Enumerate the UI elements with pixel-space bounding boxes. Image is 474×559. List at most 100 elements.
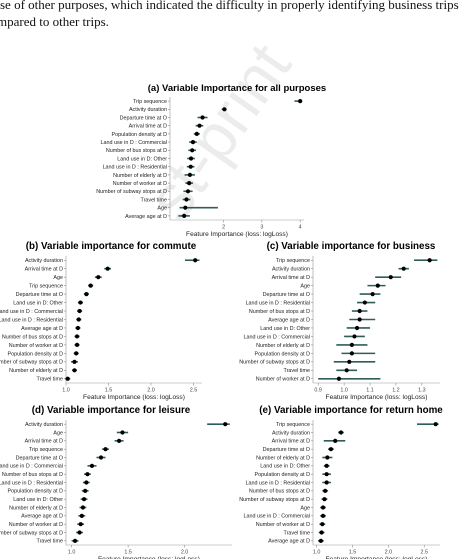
- importance-point: [320, 522, 325, 527]
- y-tick-label: Number of bus stops at D: [249, 489, 310, 495]
- y-tick-label: Number of bus stops at D: [249, 309, 310, 315]
- importance-point: [388, 275, 393, 280]
- importance-point: [190, 140, 196, 145]
- importance-point: [80, 505, 86, 510]
- y-tick-label: Number of elderly at D: [9, 368, 63, 374]
- y-tick-label: Activity duration: [272, 430, 310, 436]
- importance-point: [323, 488, 328, 493]
- panel-2: (b) Variable importance for commute 1.0 1.…: [0, 241, 202, 401]
- y-tick-label: Land use in D : Residential: [103, 165, 167, 171]
- x-tick-label: 2.0: [147, 388, 155, 394]
- x-tick-label: 2.5: [190, 388, 198, 394]
- importance-point: [336, 376, 342, 381]
- importance-point: [96, 275, 101, 280]
- x-axis-label: Feature Importance (loss: logLoss): [83, 394, 185, 401]
- importance-point: [103, 447, 108, 452]
- importance-point: [188, 164, 193, 169]
- y-tick-label: Arrival time at D: [129, 124, 167, 130]
- y-tick-label: Trip sequence: [276, 258, 310, 264]
- importance-point: [401, 266, 406, 271]
- importance-point: [85, 472, 90, 477]
- importance-point: [349, 351, 354, 356]
- importance-point: [190, 148, 195, 153]
- y-tick-label: Trip sequence: [133, 99, 167, 105]
- y-tick-label: Number of subway stops at D: [239, 497, 310, 503]
- y-tick-label: Departure time at O: [263, 292, 310, 298]
- y-tick-label: Number of subway stops at D: [0, 530, 63, 536]
- y-tick-label: Average age at D: [21, 514, 63, 520]
- importance-point: [354, 325, 360, 331]
- importance-point: [324, 472, 329, 477]
- importance-point: [84, 480, 89, 485]
- importance-point: [200, 115, 205, 120]
- panel-title: (b) Variable importance for commute: [26, 241, 197, 252]
- y-tick-label: Land use in D : Commercial: [100, 140, 167, 146]
- y-tick-label: Land use in D: Other: [260, 464, 310, 470]
- importance-point: [72, 368, 77, 373]
- panel-3: (c) Variable importance for business 0.9 1…: [239, 241, 440, 401]
- y-tick-label: Age: [300, 505, 310, 511]
- x-tick-label: 2.5: [420, 550, 428, 556]
- y-tick-label: Number of elderly at D: [9, 505, 63, 511]
- importance-point: [347, 359, 352, 364]
- importance-point: [72, 359, 77, 364]
- y-tick-label: Arrival time at D: [25, 439, 63, 445]
- importance-point: [427, 258, 432, 263]
- y-tick-label: Land use in D : Residential: [0, 317, 63, 323]
- importance-point: [328, 447, 334, 452]
- y-tick-label: Departure time at O: [16, 455, 63, 461]
- y-tick-label: Land use in D : Commercial: [243, 514, 310, 520]
- y-tick-label: Number of bus stops at D: [106, 148, 167, 154]
- y-tick-label: Land use in D : Residential: [0, 480, 63, 486]
- y-tick-label: Travel time: [284, 368, 310, 374]
- y-tick-label: Departure time at O: [120, 115, 167, 121]
- y-tick-label: Land use in D : Commercial: [243, 334, 310, 340]
- importance-point: [338, 430, 344, 435]
- y-tick-label: Age: [53, 275, 63, 281]
- y-tick-label: Population density at D: [255, 472, 311, 478]
- importance-point: [357, 308, 362, 314]
- importance-point: [78, 300, 83, 305]
- panel-title: (e) Variable importance for return home: [259, 405, 443, 416]
- y-tick-label: Number of worker at D: [256, 377, 310, 383]
- panel-5: (e) Variable importance for return home 1…: [239, 405, 443, 559]
- y-tick-label: Trip sequence: [29, 447, 63, 453]
- y-tick-label: Travel time: [37, 539, 63, 545]
- importance-point: [320, 505, 326, 510]
- y-tick-label: Activity duration: [25, 258, 63, 264]
- importance-point: [352, 334, 357, 339]
- y-tick-label: Land use in D: Other: [260, 326, 310, 332]
- y-tick-label: Land use in D : Commercial: [0, 309, 63, 315]
- y-tick-label: Average age at D: [125, 214, 167, 220]
- importance-point: [75, 325, 80, 331]
- y-tick-label: Activity duration: [129, 107, 167, 113]
- x-tick-label: 1.5: [349, 550, 357, 556]
- importance-point: [83, 488, 88, 493]
- importance-point: [322, 497, 327, 502]
- y-tick-label: Age: [300, 284, 310, 290]
- importance-point: [370, 292, 375, 297]
- x-tick-label: 1.0: [313, 550, 321, 556]
- x-tick-label: 3: [260, 225, 263, 231]
- importance-point: [88, 283, 93, 288]
- x-tick-label: 1.5: [124, 550, 132, 556]
- importance-point: [194, 131, 199, 136]
- importance-point: [65, 376, 70, 381]
- importance-point: [76, 317, 81, 322]
- intro-text-line-1: se of other purposes, which indicated th…: [0, 0, 459, 12]
- importance-point: [333, 438, 338, 443]
- y-tick-label: Population density at D: [8, 489, 64, 495]
- importance-point: [319, 530, 324, 535]
- importance-point: [433, 422, 438, 427]
- x-axis-label: Feature Importance (loss: logLoss): [98, 556, 200, 559]
- y-tick-label: Trip sequence: [276, 422, 310, 428]
- importance-point: [223, 422, 228, 427]
- x-tick-label: 1.0: [62, 388, 70, 394]
- importance-point: [77, 530, 82, 535]
- importance-point: [98, 455, 104, 460]
- x-tick-label: 2.0: [385, 550, 393, 556]
- importance-point: [72, 538, 78, 543]
- y-tick-label: Travel time: [37, 377, 63, 383]
- x-tick-label: 1.2: [392, 388, 400, 394]
- importance-point: [362, 300, 367, 305]
